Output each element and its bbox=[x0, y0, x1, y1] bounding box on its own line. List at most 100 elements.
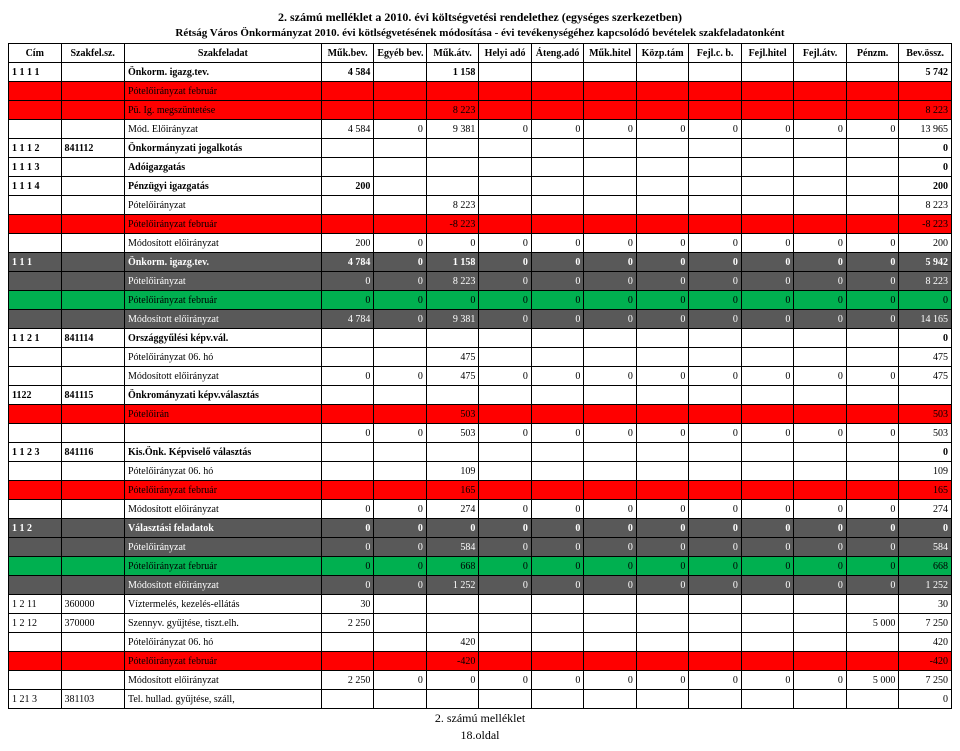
table-cell bbox=[741, 614, 794, 633]
table-cell: 0 bbox=[899, 443, 952, 462]
table-row: Pótelőirányzat 06. hó420420 bbox=[9, 633, 952, 652]
table-cell bbox=[61, 101, 124, 120]
table-cell: Pótelőirányzat 06. hó bbox=[124, 348, 321, 367]
table-row: 1 1 2 3841116Kis.Önk. Képviselő választá… bbox=[9, 443, 952, 462]
table-cell bbox=[9, 101, 62, 120]
table-cell bbox=[61, 120, 124, 139]
table-cell bbox=[479, 633, 532, 652]
table-cell bbox=[61, 652, 124, 671]
table-cell: 274 bbox=[899, 500, 952, 519]
table-cell bbox=[846, 196, 899, 215]
table-cell: Pótelőirányzat bbox=[124, 272, 321, 291]
table-cell bbox=[741, 348, 794, 367]
table-cell: 0 bbox=[899, 139, 952, 158]
table-cell bbox=[741, 386, 794, 405]
table-cell bbox=[846, 139, 899, 158]
table-cell: 0 bbox=[479, 120, 532, 139]
table-cell: 5 000 bbox=[846, 671, 899, 690]
table-cell: 0 bbox=[794, 500, 847, 519]
table-cell bbox=[9, 367, 62, 386]
table-cell: -8 223 bbox=[899, 215, 952, 234]
table-cell bbox=[61, 367, 124, 386]
table-row: Módosított előirányzat0027400000000274 bbox=[9, 500, 952, 519]
table-cell bbox=[846, 595, 899, 614]
table-cell: 0 bbox=[636, 272, 689, 291]
table-cell: 0 bbox=[479, 253, 532, 272]
table-cell bbox=[374, 139, 427, 158]
table-cell: 0 bbox=[689, 424, 742, 443]
table-cell bbox=[479, 177, 532, 196]
table-row: 1 2 12370000Szennyv. gyűjtése, tiszt.elh… bbox=[9, 614, 952, 633]
table-cell: 0 bbox=[531, 576, 584, 595]
table-cell: 0 bbox=[479, 310, 532, 329]
table-cell bbox=[636, 139, 689, 158]
table-cell bbox=[61, 63, 124, 82]
table-cell bbox=[846, 405, 899, 424]
table-cell: 0 bbox=[321, 500, 374, 519]
table-cell bbox=[374, 462, 427, 481]
table-cell: Önkorm. igazg.tev. bbox=[124, 253, 321, 272]
table-row: 1 1 1 3Adóigazgatás0 bbox=[9, 158, 952, 177]
table-cell bbox=[479, 348, 532, 367]
table-cell: 0 bbox=[531, 253, 584, 272]
table-cell bbox=[636, 443, 689, 462]
table-cell bbox=[374, 348, 427, 367]
table-cell: 475 bbox=[426, 367, 479, 386]
table-cell: 0 bbox=[636, 310, 689, 329]
table-cell bbox=[374, 63, 427, 82]
table-cell bbox=[584, 63, 637, 82]
table-cell bbox=[741, 177, 794, 196]
table-cell bbox=[531, 652, 584, 671]
table-cell bbox=[374, 405, 427, 424]
table-cell: 8 223 bbox=[426, 272, 479, 291]
table-row: Pótelőirányzat február000000000000 bbox=[9, 291, 952, 310]
table-row: 1 1 1 1Önkorm. igazg.tev.4 5841 1585 742 bbox=[9, 63, 952, 82]
table-cell: Pótelőirányzat bbox=[124, 538, 321, 557]
table-cell bbox=[689, 386, 742, 405]
table-row: Pótelőirányzat február-420-420 bbox=[9, 652, 952, 671]
table-cell bbox=[531, 462, 584, 481]
table-cell bbox=[584, 329, 637, 348]
table-cell bbox=[426, 158, 479, 177]
table-cell: 0 bbox=[741, 367, 794, 386]
table-cell: 13 965 bbox=[899, 120, 952, 139]
table-cell bbox=[636, 405, 689, 424]
table-cell bbox=[741, 82, 794, 101]
table-cell bbox=[794, 595, 847, 614]
table-row: 1 1 1 4Pénzügyi igazgatás200200 bbox=[9, 177, 952, 196]
table-cell: 0 bbox=[584, 557, 637, 576]
table-cell: 5 942 bbox=[899, 253, 952, 272]
table-cell bbox=[584, 348, 637, 367]
table-cell: 1 1 1 bbox=[9, 253, 62, 272]
table-cell: 200 bbox=[321, 177, 374, 196]
table-cell: 0 bbox=[531, 310, 584, 329]
column-header: Cím bbox=[9, 44, 62, 63]
table-cell bbox=[794, 386, 847, 405]
table-cell bbox=[741, 329, 794, 348]
table-cell: 30 bbox=[899, 595, 952, 614]
table-cell bbox=[794, 158, 847, 177]
table-header-row: CímSzakfel.sz.SzakfeladatMűk.bev.Egyéb b… bbox=[9, 44, 952, 63]
table-cell bbox=[479, 690, 532, 709]
table-cell: 0 bbox=[479, 576, 532, 595]
table-cell: 0 bbox=[426, 671, 479, 690]
table-cell: 0 bbox=[741, 272, 794, 291]
table-cell bbox=[374, 443, 427, 462]
table-cell bbox=[479, 329, 532, 348]
table-cell: 0 bbox=[794, 519, 847, 538]
table-cell: 0 bbox=[689, 272, 742, 291]
table-cell: 0 bbox=[741, 310, 794, 329]
table-cell bbox=[846, 158, 899, 177]
table-cell: 0 bbox=[321, 291, 374, 310]
table-cell bbox=[531, 595, 584, 614]
table-cell bbox=[584, 158, 637, 177]
table-cell: 503 bbox=[899, 424, 952, 443]
table-cell bbox=[479, 82, 532, 101]
table-cell: 8 223 bbox=[899, 196, 952, 215]
table-cell: 668 bbox=[426, 557, 479, 576]
table-cell bbox=[794, 139, 847, 158]
table-cell bbox=[846, 462, 899, 481]
table-cell: 0 bbox=[584, 120, 637, 139]
table-cell: 0 bbox=[584, 367, 637, 386]
table-cell: 503 bbox=[426, 405, 479, 424]
